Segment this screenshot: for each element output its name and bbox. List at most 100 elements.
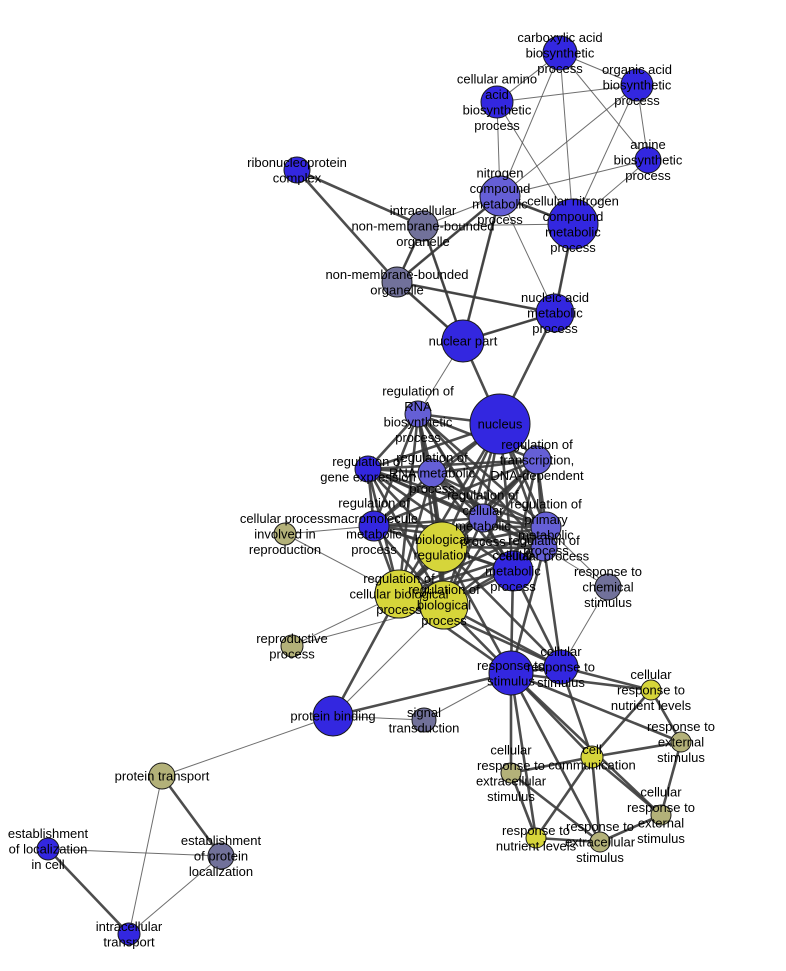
svg-text:regulation of: regulation of [447, 487, 519, 502]
svg-text:transduction: transduction [389, 720, 460, 735]
svg-text:regulation of: regulation of [408, 582, 480, 597]
svg-text:organelle: organelle [396, 234, 450, 249]
svg-text:stimulus: stimulus [537, 675, 585, 690]
svg-text:stimulus: stimulus [487, 789, 535, 804]
svg-text:metabolic: metabolic [545, 224, 601, 239]
svg-text:response to: response to [627, 800, 695, 815]
svg-text:nucleus: nucleus [478, 417, 523, 432]
svg-text:transcription,: transcription, [500, 453, 574, 468]
svg-text:response to: response to [647, 719, 715, 734]
svg-text:cellular: cellular [462, 503, 504, 518]
svg-text:cellular: cellular [490, 742, 532, 757]
svg-text:biological: biological [415, 532, 469, 547]
svg-text:acid: acid [485, 87, 509, 102]
svg-text:non-membrane-bounded: non-membrane-bounded [325, 267, 468, 282]
svg-text:metabolic: metabolic [485, 564, 541, 579]
svg-text:RNA: RNA [404, 399, 432, 414]
svg-text:response to: response to [617, 683, 685, 698]
svg-text:process: process [351, 542, 397, 557]
svg-text:protein transport: protein transport [115, 769, 210, 784]
svg-text:of localization: of localization [9, 842, 88, 857]
svg-text:biosynthetic: biosynthetic [384, 414, 453, 429]
svg-text:macromolecule: macromolecule [330, 511, 418, 526]
svg-text:chemical: chemical [582, 580, 633, 595]
svg-text:stimulus: stimulus [487, 673, 535, 688]
svg-text:stimulus: stimulus [576, 850, 624, 865]
svg-text:biosynthetic: biosynthetic [463, 102, 532, 117]
svg-text:process: process [269, 646, 315, 661]
svg-text:cellular nitrogen: cellular nitrogen [527, 193, 619, 208]
svg-text:extracellular: extracellular [565, 835, 636, 850]
svg-text:regulation of: regulation of [508, 533, 580, 548]
svg-text:response to: response to [527, 660, 595, 675]
svg-text:process: process [625, 168, 671, 183]
svg-text:intracellular: intracellular [96, 919, 163, 934]
svg-text:intracellular: intracellular [390, 203, 457, 218]
svg-text:cell: cell [582, 742, 602, 757]
svg-text:process: process [421, 613, 467, 628]
svg-text:extracellular: extracellular [476, 773, 547, 788]
svg-text:cellular amino: cellular amino [457, 71, 537, 86]
svg-text:process: process [532, 321, 578, 336]
svg-text:process: process [490, 579, 536, 594]
svg-text:regulation of: regulation of [338, 495, 410, 510]
svg-text:external: external [638, 815, 684, 830]
svg-text:signal: signal [407, 705, 441, 720]
svg-text:reproductive: reproductive [256, 631, 328, 646]
svg-text:primary: primary [524, 512, 568, 527]
svg-text:response to: response to [502, 823, 570, 838]
svg-text:amine: amine [630, 137, 665, 152]
svg-text:response to: response to [574, 564, 642, 579]
svg-text:response to: response to [477, 758, 545, 773]
svg-text:nutrient levels: nutrient levels [611, 698, 692, 713]
svg-text:regulation: regulation [413, 547, 470, 562]
svg-text:transport: transport [103, 934, 155, 949]
svg-text:biosynthetic: biosynthetic [614, 153, 683, 168]
svg-text:biosynthetic: biosynthetic [526, 46, 595, 61]
svg-text:nitrogen: nitrogen [477, 165, 524, 180]
svg-text:regulation of: regulation of [382, 383, 454, 398]
svg-text:nucleic acid: nucleic acid [521, 290, 589, 305]
svg-text:communication: communication [548, 757, 635, 772]
svg-text:organic acid: organic acid [602, 62, 672, 77]
svg-text:biosynthetic: biosynthetic [603, 78, 672, 93]
svg-text:metabolic: metabolic [472, 196, 528, 211]
svg-text:ribonucleoprotein: ribonucleoprotein [247, 155, 347, 170]
svg-text:cellular process: cellular process [499, 548, 590, 563]
svg-text:process: process [614, 93, 660, 108]
svg-text:process: process [376, 602, 422, 617]
svg-text:nuclear part: nuclear part [429, 334, 498, 349]
svg-text:process: process [474, 118, 520, 133]
svg-text:metabolic: metabolic [527, 306, 583, 321]
svg-text:biological: biological [417, 598, 471, 613]
svg-text:protein binding: protein binding [290, 709, 375, 724]
svg-text:process: process [395, 430, 441, 445]
svg-text:external: external [658, 735, 704, 750]
svg-text:process: process [537, 61, 583, 76]
svg-text:establishment: establishment [8, 826, 89, 841]
svg-text:cellular: cellular [640, 784, 682, 799]
svg-text:cellular: cellular [540, 644, 582, 659]
svg-text:stimulus: stimulus [584, 595, 632, 610]
svg-text:organelle: organelle [370, 282, 424, 297]
svg-text:RNA metabolic: RNA metabolic [389, 466, 475, 481]
svg-text:complex: complex [273, 170, 322, 185]
svg-text:non-membrane-bounded: non-membrane-bounded [351, 219, 494, 234]
svg-text:in cell: in cell [31, 857, 64, 872]
svg-text:stimulus: stimulus [657, 750, 705, 765]
svg-text:cellular process: cellular process [240, 511, 331, 526]
svg-text:cellular: cellular [630, 667, 672, 682]
svg-text:establishment: establishment [181, 833, 262, 848]
svg-text:response to: response to [566, 819, 634, 834]
svg-text:process: process [550, 240, 596, 255]
svg-text:of protein: of protein [194, 849, 248, 864]
svg-text:carboxylic acid: carboxylic acid [517, 30, 602, 45]
svg-text:involved in: involved in [254, 527, 315, 542]
svg-text:compound: compound [470, 181, 531, 196]
svg-text:regulation of: regulation of [396, 450, 468, 465]
svg-text:localization: localization [189, 864, 253, 879]
svg-text:regulation of: regulation of [510, 496, 582, 511]
svg-text:DNA-dependent: DNA-dependent [490, 468, 584, 483]
svg-text:stimulus: stimulus [637, 831, 685, 846]
svg-text:metabolic: metabolic [346, 526, 402, 541]
